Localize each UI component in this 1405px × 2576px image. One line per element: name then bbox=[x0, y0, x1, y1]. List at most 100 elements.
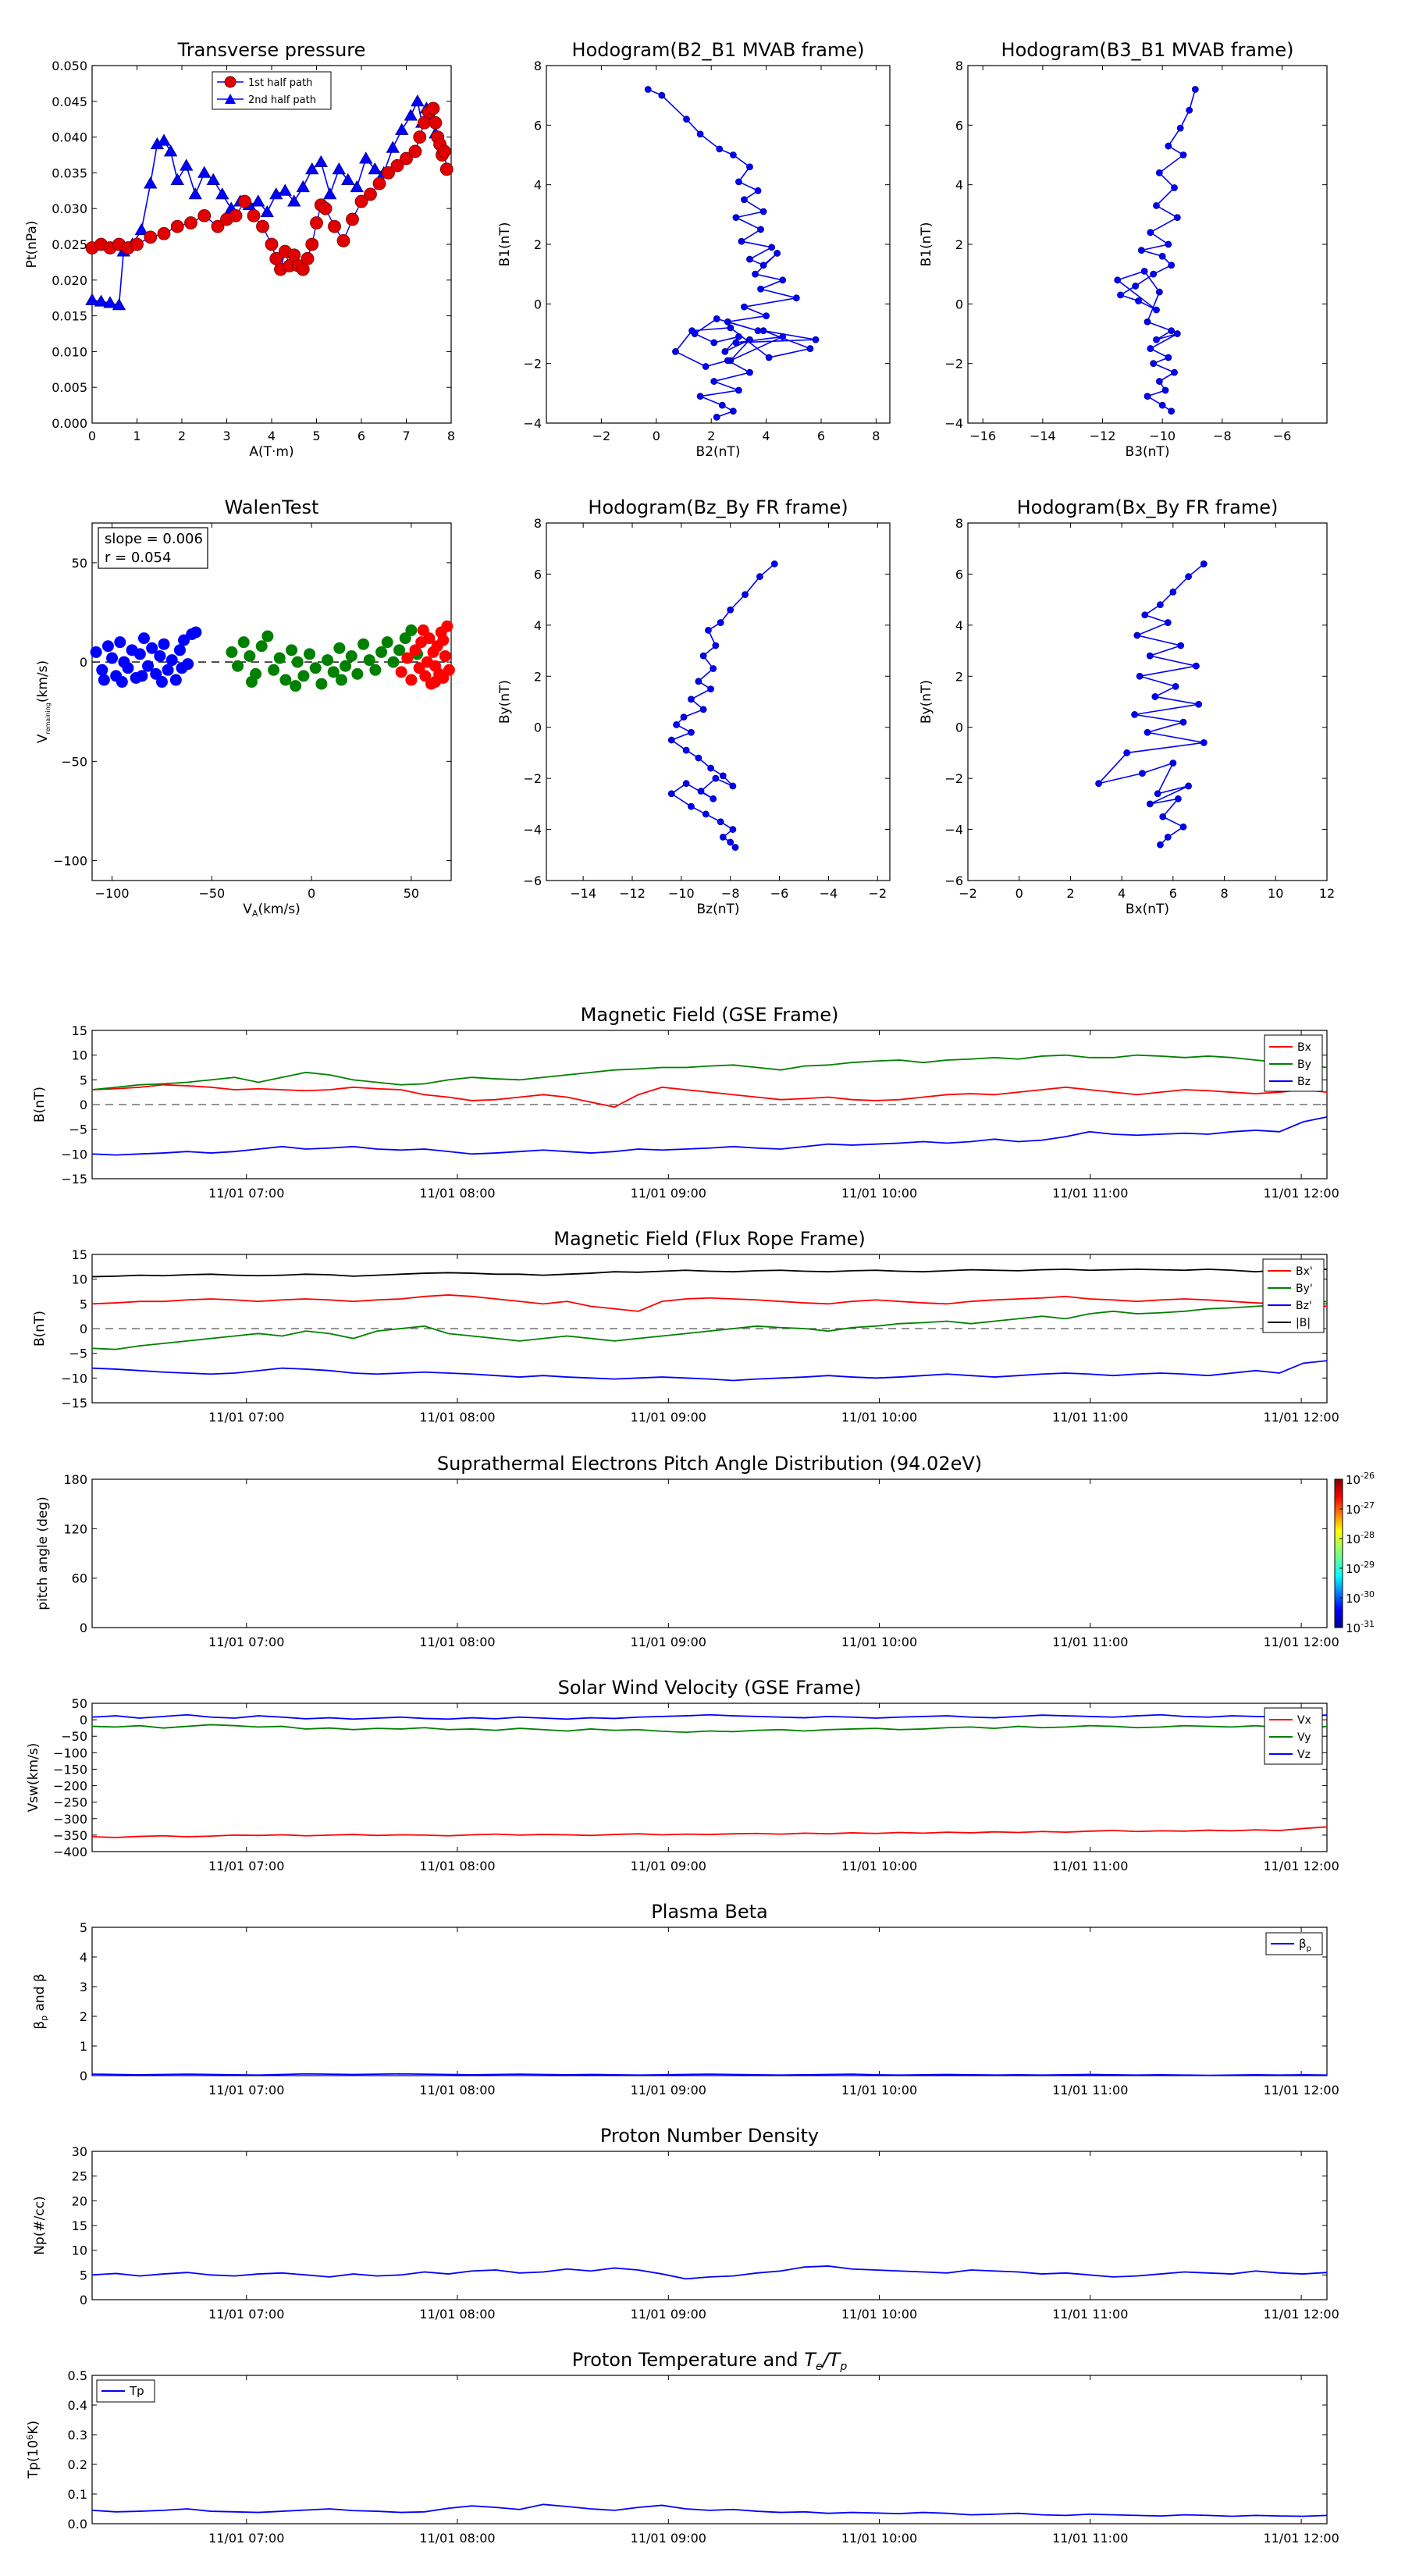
h3-ylabel: By(nT) bbox=[497, 680, 513, 724]
wt-blue-point bbox=[116, 676, 128, 688]
h1-series-0-marker bbox=[759, 262, 767, 269]
h1-series-0-marker bbox=[757, 285, 764, 293]
h4-series-0-marker bbox=[1136, 672, 1144, 680]
tp-series-1-marker bbox=[395, 123, 409, 135]
h4-series-0-marker bbox=[1179, 823, 1187, 831]
h2-series-0-marker bbox=[1168, 262, 1176, 269]
h1-series-0-marker bbox=[752, 270, 759, 278]
tp-series-0-marker bbox=[305, 237, 319, 251]
pd-xtick-label: 11/01 11:00 bbox=[1052, 2307, 1128, 2322]
h1-series-0-marker bbox=[696, 393, 704, 400]
sw-ytick-label: −200 bbox=[53, 1779, 87, 1794]
h2-series-0-marker bbox=[1153, 201, 1160, 209]
h4-xtick-label: 2 bbox=[1066, 886, 1074, 901]
tp-xtick-label: 8 bbox=[447, 429, 455, 443]
sw-ytick-label: −150 bbox=[53, 1762, 87, 1777]
pd-ylabel: Np(#/cc) bbox=[32, 2196, 48, 2254]
h3-series-0-marker bbox=[699, 652, 707, 660]
h1-series-0-marker bbox=[696, 130, 704, 138]
pad-xtick-label: 11/01 10:00 bbox=[841, 1635, 917, 1649]
h2-series-0-marker bbox=[1153, 336, 1160, 343]
wt-green-point bbox=[405, 624, 418, 636]
pb-xtick-label: 11/01 11:00 bbox=[1052, 2083, 1128, 2097]
h3-series-0-marker bbox=[688, 802, 695, 810]
wt-green-point bbox=[375, 646, 388, 658]
tp-series-1-marker bbox=[359, 151, 373, 164]
mf-ytick-label: 5 bbox=[80, 1073, 87, 1087]
mfr-ylabel: B(nT) bbox=[32, 1311, 48, 1347]
h1-series-0-marker bbox=[716, 145, 724, 153]
tp-series-1-marker bbox=[260, 205, 274, 218]
h1-series-0-marker bbox=[779, 333, 787, 340]
pt-xtick-label: 11/01 12:00 bbox=[1263, 2531, 1339, 2546]
pt-ylabel: Tp(106K) bbox=[25, 2421, 41, 2479]
h4-xtick-label: 4 bbox=[1118, 886, 1126, 901]
h1-series-0-marker bbox=[741, 303, 748, 311]
wt-xlabel-sub: A bbox=[252, 909, 258, 919]
h3-series-0-marker bbox=[707, 685, 714, 693]
tp-series-0-marker bbox=[318, 201, 333, 215]
h3-series-0-marker bbox=[695, 678, 702, 685]
pb-xtick-label: 11/01 10:00 bbox=[841, 2083, 917, 2097]
sw-ytick-label: −350 bbox=[53, 1828, 87, 1843]
h2-series-0-marker bbox=[1144, 393, 1151, 400]
wt-blue-point bbox=[150, 667, 162, 680]
wt-blue-point bbox=[162, 664, 174, 676]
h1-ytick-label: −2 bbox=[523, 357, 542, 372]
tp-xtick-label: 1 bbox=[133, 429, 140, 443]
h4-series-0-marker bbox=[1133, 632, 1141, 639]
h4-series-0-marker bbox=[1185, 782, 1192, 790]
wt-blue-point bbox=[154, 649, 166, 662]
sw-legend-label: Vx bbox=[1297, 1714, 1311, 1727]
h1-series-0-marker bbox=[713, 413, 720, 421]
wt-title: WalenTest bbox=[225, 496, 319, 518]
wt-red-point bbox=[417, 624, 429, 636]
pd-xtick-label: 11/01 07:00 bbox=[208, 2307, 284, 2322]
wt-green-point bbox=[290, 680, 302, 692]
h1-series-0-marker bbox=[759, 327, 767, 335]
h1-series-0-marker bbox=[710, 378, 718, 385]
h3-xtick-label: −12 bbox=[619, 886, 646, 901]
h4-series-0-marker bbox=[1151, 693, 1159, 700]
h3-series-0-marker bbox=[697, 788, 705, 795]
h4-series-0-marker bbox=[1159, 813, 1167, 820]
h2-ytick-label: 8 bbox=[955, 59, 963, 73]
h2-series-0-marker bbox=[1140, 267, 1148, 275]
tp-series-0-marker bbox=[157, 226, 171, 240]
tp-series-1-marker bbox=[180, 158, 194, 171]
pt-ytick-label: 0.1 bbox=[68, 2487, 87, 2502]
pad-colorbar-base: 10 bbox=[1346, 1532, 1361, 1546]
h1-series-0-marker bbox=[735, 333, 742, 340]
h4-series-0-line bbox=[1097, 563, 1204, 845]
h4-series-0-marker bbox=[1164, 833, 1172, 841]
tp-series-1-marker bbox=[305, 162, 319, 175]
h3-series-0-marker bbox=[756, 573, 763, 581]
pt-xtick-label: 11/01 11:00 bbox=[1052, 2531, 1128, 2546]
h2-series-0-marker bbox=[1171, 184, 1178, 191]
h4-series-0-marker bbox=[1164, 619, 1172, 626]
sw-ylabel: Vsw(km/s) bbox=[26, 1743, 41, 1813]
h2-series-0-marker bbox=[1158, 401, 1166, 409]
wt-red-point bbox=[401, 652, 414, 664]
h2-series-0-marker bbox=[1150, 360, 1158, 368]
h4-series-0-marker bbox=[1157, 601, 1164, 609]
mfr-ytick-label: 5 bbox=[80, 1297, 87, 1311]
pt-xtick-label: 11/01 10:00 bbox=[841, 2531, 917, 2546]
wt-green-point bbox=[273, 652, 286, 664]
tp-ytick-label: 0.030 bbox=[52, 201, 87, 216]
pb-legend-main: β bbox=[1299, 1937, 1307, 1951]
wt-xtick-label: −50 bbox=[198, 886, 225, 901]
h4-series-0-marker bbox=[1095, 780, 1102, 788]
pd-ytick-label: 20 bbox=[72, 2194, 87, 2208]
mfr-title: Magnetic Field (Flux Rope Frame) bbox=[553, 1228, 865, 1250]
h4-series-0-marker bbox=[1146, 800, 1154, 808]
pb-ytick-label: 3 bbox=[80, 1980, 87, 1994]
h1-series-0-marker bbox=[729, 407, 737, 415]
h1-xlabel: B2(nT) bbox=[696, 444, 741, 460]
pad-ytick-label: 0 bbox=[80, 1621, 87, 1635]
h2-series-0-marker bbox=[1165, 142, 1172, 150]
h1-series-0-marker bbox=[710, 339, 718, 347]
pad-colorbar-base: 10 bbox=[1346, 1562, 1361, 1576]
tp-series-0-marker bbox=[184, 216, 197, 229]
h2-series-0-marker bbox=[1144, 318, 1151, 326]
